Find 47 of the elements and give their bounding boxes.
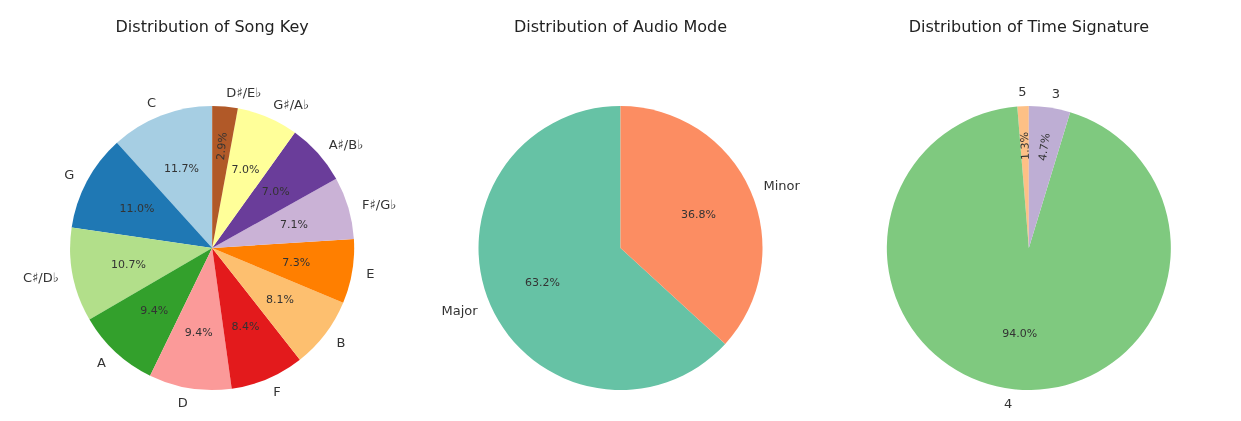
slice-label: A bbox=[97, 355, 107, 371]
slice-label: B bbox=[336, 335, 346, 351]
chart-title: Distribution of Song Key bbox=[115, 17, 309, 36]
data-label: 36.8% bbox=[681, 207, 716, 221]
slice-label: 3 bbox=[1051, 86, 1061, 102]
slice-label: 5 bbox=[1018, 84, 1027, 100]
slice-label: Major bbox=[441, 303, 479, 319]
data-label: 8.1% bbox=[266, 293, 294, 307]
pie-slice bbox=[620, 106, 763, 344]
data-label: 63.2% bbox=[525, 276, 560, 290]
data-label: 2.9% bbox=[214, 131, 230, 161]
pie-slice bbox=[89, 248, 213, 376]
data-label: 8.4% bbox=[231, 320, 260, 334]
data-label: 9.4% bbox=[140, 304, 169, 318]
data-label: 94.0% bbox=[1002, 326, 1038, 340]
pie-slice bbox=[1028, 106, 1071, 248]
pie-slice bbox=[887, 106, 1171, 390]
pie-slice bbox=[212, 239, 354, 303]
data-label: 11.0% bbox=[119, 201, 155, 215]
slice-label: D♯/E♭ bbox=[226, 85, 262, 100]
pie-slice bbox=[212, 248, 344, 360]
pie-slice bbox=[478, 106, 726, 390]
chart-title: Distribution of Audio Mode bbox=[513, 17, 728, 36]
slice-label: Minor bbox=[763, 177, 801, 193]
data-label: 11.7% bbox=[164, 162, 200, 176]
data-label: 1.3% bbox=[1017, 131, 1033, 161]
data-label: 4.7% bbox=[1035, 132, 1053, 162]
data-label: 7.0% bbox=[231, 163, 260, 177]
slice-label: G♯/A♭ bbox=[273, 96, 310, 112]
slice-label: C bbox=[146, 94, 157, 110]
data-label: 9.4% bbox=[184, 326, 213, 339]
slice-label: D bbox=[177, 394, 188, 410]
slice-label: E bbox=[366, 266, 375, 282]
pie-slice bbox=[212, 178, 354, 248]
slice-label: A♯/B♭ bbox=[328, 136, 364, 152]
data-label: 7.3% bbox=[282, 255, 311, 269]
data-label: 7.0% bbox=[261, 185, 290, 199]
slice-label: F bbox=[273, 384, 281, 400]
pie-slice bbox=[116, 106, 213, 248]
chart-title: Distribution of Time Signature bbox=[908, 17, 1150, 36]
pie-slice bbox=[70, 227, 213, 320]
data-label: 7.1% bbox=[279, 217, 308, 231]
slice-label: G bbox=[64, 167, 75, 183]
data-label: 10.7% bbox=[111, 258, 146, 272]
slice-label: F♯/G♭ bbox=[362, 196, 397, 212]
slice-label: 4 bbox=[1003, 395, 1013, 411]
slice-label: C♯/D♭ bbox=[22, 270, 59, 286]
